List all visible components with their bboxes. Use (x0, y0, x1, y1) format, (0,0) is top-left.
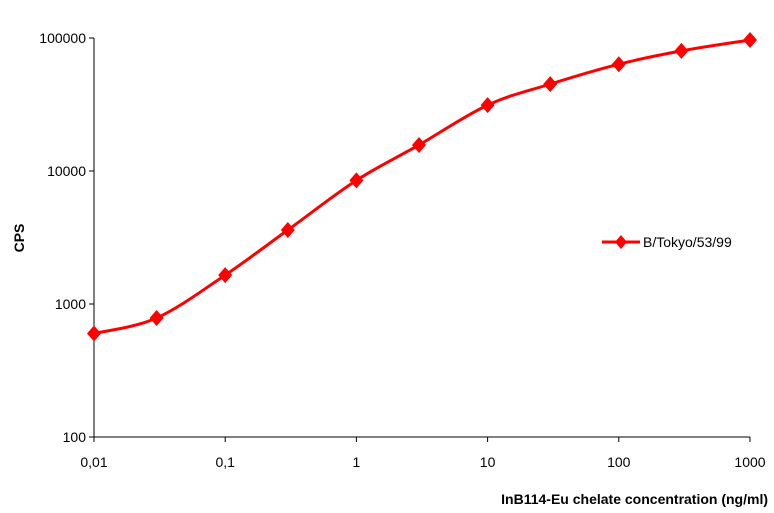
y-tick-label: 100000 (39, 30, 86, 46)
y-tick-label: 1000 (55, 296, 86, 312)
x-axis-label: InB114-Eu chelate concentration (ng/ml) (501, 491, 768, 507)
x-tick-label: 100 (607, 454, 631, 470)
data-point-marker (349, 172, 364, 189)
y-axis-label: CPS (11, 224, 27, 253)
data-point-marker (611, 56, 626, 73)
x-tick-label: 1 (353, 454, 361, 470)
y-tick-label: 100 (63, 429, 87, 445)
x-tick-label: 10 (480, 454, 496, 470)
y-tick-label: 10000 (47, 163, 86, 179)
x-tick-label: 0,1 (215, 454, 235, 470)
data-point-marker (87, 325, 101, 342)
legend-label: B/Tokyo/53/99 (643, 234, 732, 250)
data-point-marker (743, 31, 757, 48)
data-point-marker (280, 222, 295, 239)
y-tick-labels: 100 1000 10000 100000 (39, 30, 86, 445)
data-point-marker (411, 136, 426, 153)
series-line (93, 38, 751, 335)
series-markers (87, 31, 757, 342)
legend-diamond-marker (615, 235, 627, 249)
x-tick-label: 1000 (734, 454, 765, 470)
legend: B/Tokyo/53/99 (602, 234, 732, 250)
data-point-marker (149, 309, 164, 326)
axes (89, 37, 751, 442)
data-point-marker (480, 97, 495, 114)
x-tick-label: 0,01 (80, 454, 107, 470)
x-tick-labels: 0,01 0,1 1 10 100 1000 (80, 454, 765, 470)
data-point-marker (218, 267, 233, 284)
data-point-marker (543, 76, 558, 93)
data-point-marker (674, 42, 689, 59)
